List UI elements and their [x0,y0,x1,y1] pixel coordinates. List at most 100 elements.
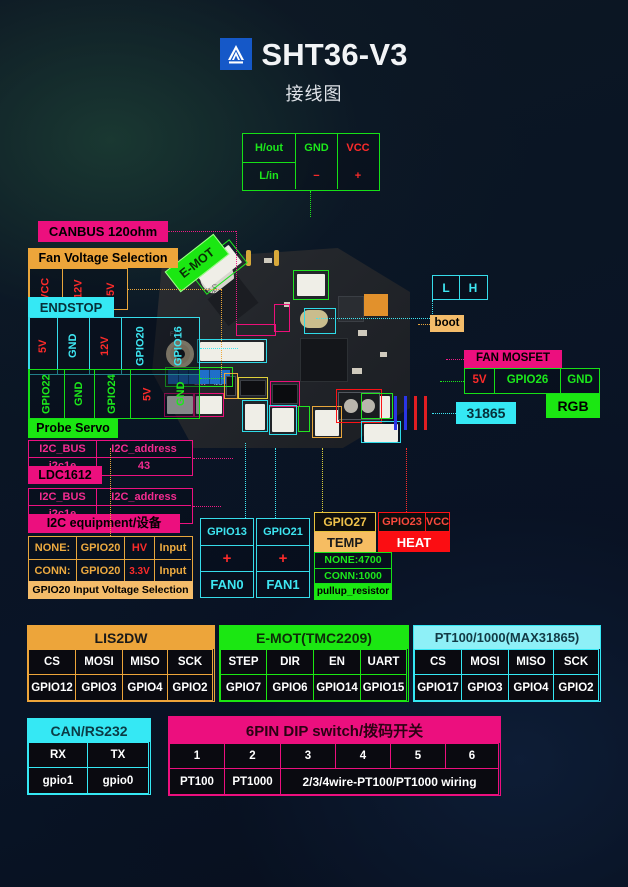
i2c-ldc-value-address: 43 [137,460,151,473]
summary-table-lis2dw: LIS2DW CS MOSI MISO SCK GPIO12 GPIO3 GPI… [27,625,215,702]
emot-header-en: EN [314,649,361,675]
emot-header-dir: DIR [267,649,314,675]
pt100-header-row: CS MOSI MISO SCK [414,649,600,675]
highlight-lh-switch [304,308,336,334]
fan-mosfet-pin-5v: 5V [465,369,495,393]
fan0-table: GPIO13 + FAN0 [200,518,254,598]
pt100-title: PT100/1000(MAX31865) [414,626,600,649]
highlight-i2c-connectors [164,393,194,417]
probe-pin-gpio24: GPIO24 [94,370,130,418]
emot-title: E-MOT(TMC2209) [220,626,408,649]
leader-boot [418,324,430,325]
leader-fan-mosfet [446,359,464,360]
gpio20-row1-level: HV [125,537,155,561]
endstop-table: 5V GND 12V GPIO20 GPIO16 [28,317,200,375]
pullup-table: NONE:4700 CONN:1000 [314,552,392,584]
gpio20-row2-mode: CONN: [29,560,77,583]
lh-switch-l[interactable]: L [433,276,460,299]
fan1-gpio: GPIO21 [257,519,309,546]
leader-31865 [432,413,456,414]
boot-label: boot [430,315,464,332]
highlight-pullup-header [270,381,300,407]
toroid-inductor [166,340,194,368]
probe-servo-table: GPIO22 GND GPIO24 5V GND [28,369,200,419]
rgb-wire-2 [404,396,407,430]
heat-table: GPIO23 VCC HEAT [378,512,450,552]
lh-switch-h[interactable]: H [468,280,478,295]
dip-switch-value-pt100: PT100 [169,769,225,795]
ldc1612-label: LDC1612 [28,466,102,484]
highlight-temp-jumper [298,406,310,432]
gpio20-row2-level: 3.3V [125,560,155,583]
pt100-value-sck: GPIO2 [554,675,599,701]
connector-fan1 [272,408,294,432]
dip-switch-value-pt1000: PT1000 [225,769,281,795]
pullup-conn: CONN:1000 [324,569,382,582]
can-rs232-header-rx: RX [28,742,88,768]
orange-module [364,294,388,316]
lis2dw-value-cs: GPIO12 [28,675,76,701]
fan-mosfet-title: FAN MOSFET [464,350,562,368]
endstop-pin-gpio20: GPIO20 [121,318,160,374]
leader-gpio20-v [110,448,111,536]
rgb-wire-1 [394,396,397,430]
heater-screw-terminal [338,392,380,420]
rgb-wire-4 [424,396,427,430]
connector-cell-hout: H/out [243,134,296,163]
lis2dw-header-cs: CS [28,649,76,675]
leader-fan-mosfet-pins [440,381,464,382]
highlight-pullup-jumper [238,377,268,399]
gpio20-row2-dir: Input [159,565,187,578]
probe-servo-title: Probe Servo [28,419,118,438]
pt100-header-cs: CS [414,649,462,675]
connector-cell-lin: L/in [243,163,296,189]
dip-switch-number-2: 2 [225,743,281,769]
dip-switch-number-1: 1 [169,743,225,769]
emot-value-uart: GPIO15 [361,675,407,701]
highlight-canbus-termination [236,324,276,336]
dip-switch-number-row: 1 2 3 4 5 6 [169,743,500,769]
fan-voltage-title: Fan Voltage Selection [28,248,178,268]
gold-pin-2 [274,250,279,266]
fan1-symbol: + [257,546,309,572]
connector-cell-gnd-minus: − [296,163,338,189]
leader-i2c-equipment [193,506,221,507]
highlight-endstop-connector [197,339,267,363]
connector-endstop [200,342,264,361]
leader-heat [406,448,407,512]
endstop-pin-gnd: GND [57,318,89,374]
leader-fan-voltage-v [221,289,222,377]
lh-switch-table: L H [432,275,488,300]
gpio20-row2-pin: GPIO20 [77,560,125,583]
can-rs232-value-rx: gpio1 [28,768,88,794]
leader-lh-switch-v [432,300,433,318]
highlight-canbus-connector [293,270,329,300]
jumper-header-b [272,384,298,404]
dip-switch-value-row: PT100 PT1000 2/3/4wire-PT100/PT1000 wiri… [169,769,500,795]
temp-label: TEMP [314,532,376,552]
dip-switch-number-5: 5 [391,743,446,769]
can-rs232-header-row: RX TX [28,742,150,768]
highlight-fan1-connector [269,405,297,435]
emot-header-step: STEP [220,649,267,675]
max31865-label: 31865 [456,402,516,424]
dip-switch-value-wiring: 2/3/4wire-PT100/PT1000 wiring [281,769,499,795]
jumper-header-a [240,380,266,396]
title-row: SHT36-V3 [0,38,628,70]
canbus-120ohm-label: CANBUS 120ohm [38,221,168,242]
leader-i2c-ldc [193,458,233,459]
connector-temp [315,410,339,436]
fan1-name: FAN1 [266,576,300,592]
gpio20-row1-dir: Input [155,537,191,561]
highlight-fan-mosfet [361,393,393,419]
summary-table-can-rs232: CAN/RS232 RX TX gpio1 gpio0 [27,718,151,795]
probe-pin-gnd: GND [64,370,94,418]
fan-mosfet-pin-gpio26: GPIO26 [495,369,561,393]
fan0-name: FAN0 [210,576,244,592]
pt100-header-sck: SCK [554,649,599,675]
heat-label: HEAT [378,532,450,552]
fan-mosfet-pin-gnd: GND [567,374,593,387]
connector-probe-b [196,396,222,414]
i2c-ldc-header-bus: I2C_BUS [29,441,97,459]
fan0-gpio: GPIO13 [201,519,253,546]
